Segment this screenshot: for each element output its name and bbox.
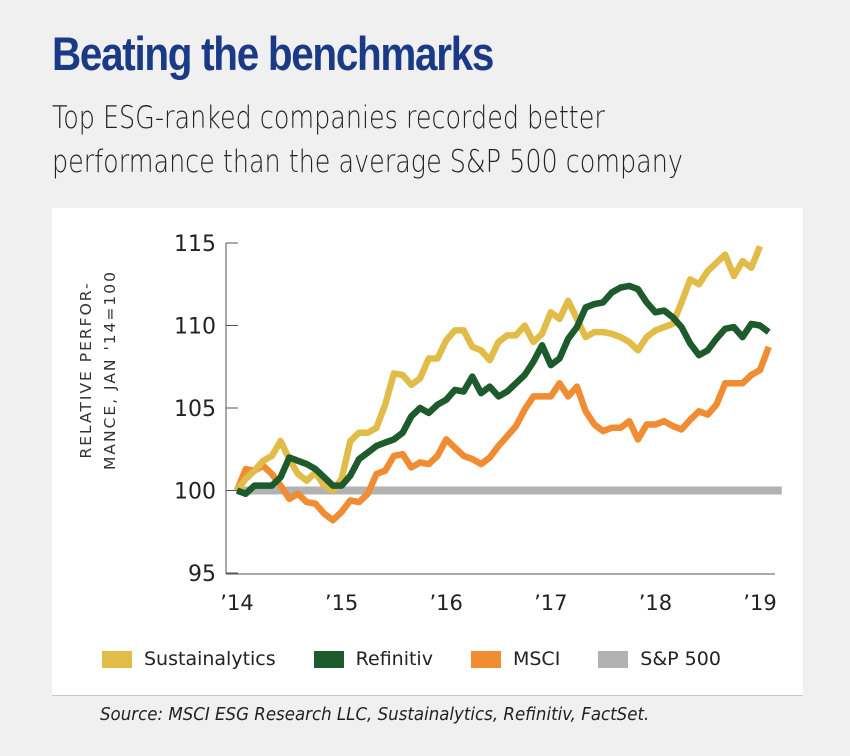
legend-label-sustainalytics: Sustainalytics xyxy=(144,648,276,670)
y-tick-label: 95 xyxy=(188,562,216,587)
series-line-sustainalytics xyxy=(234,245,764,494)
x-tick-label: ’19 xyxy=(743,591,776,615)
legend-swatch-sp500 xyxy=(598,650,629,668)
legend-swatch-msci xyxy=(470,650,501,668)
legend-label-sp500: S&P 500 xyxy=(640,648,721,670)
legend-swatch-refinitiv xyxy=(313,650,344,668)
chart-subtitle: Top ESG-ranked companies recorded better… xyxy=(52,96,790,184)
chart-panel xyxy=(52,208,803,696)
y-axis-title-line-2: MANCE, JAN '14=100 xyxy=(101,269,119,471)
subtitle-line-1: Top ESG-ranked companies recorded better xyxy=(52,100,605,136)
legend-label-refinitiv: Refinitiv xyxy=(355,648,433,670)
y-tick-label: 115 xyxy=(174,232,216,257)
y-tick-label: 105 xyxy=(174,397,216,422)
x-tick-label: ’17 xyxy=(534,591,567,615)
series-line-refinitiv xyxy=(235,282,771,498)
source-note: Source: MSCI ESG Research LLC, Sustainal… xyxy=(100,705,650,725)
y-axis-title: RELATIVE PERFOR- MANCE, JAN '14=100 xyxy=(74,240,122,500)
legend: Sustainalytics Refinitiv MSCI S&P 500 xyxy=(102,648,759,670)
x-tick-label: ’15 xyxy=(325,591,358,615)
series-layer xyxy=(233,245,772,524)
legend-item-sp500: S&P 500 xyxy=(598,648,721,670)
y-tick-label: 100 xyxy=(174,480,216,505)
x-tick-label: ’14 xyxy=(220,591,253,615)
legend-item-refinitiv: Refinitiv xyxy=(313,648,433,670)
x-axis: ’14 ’15 ’16 ’17 ’18 ’19 xyxy=(220,573,777,615)
legend-item-sustainalytics: Sustainalytics xyxy=(102,648,276,670)
y-axis-title-line-1: RELATIVE PERFOR- xyxy=(77,281,95,459)
subtitle-line-2: performance than the average S&P 500 com… xyxy=(52,144,683,180)
legend-swatch-sustainalytics xyxy=(102,650,132,668)
chart-title: Beating the benchmarks xyxy=(52,27,494,80)
series-line-msci xyxy=(233,345,772,524)
x-tick-label: ’16 xyxy=(429,591,462,615)
legend-label-msci: MSCI xyxy=(512,648,561,670)
legend-item-msci: MSCI xyxy=(470,648,561,670)
y-axis: 95 100 105 110 115 xyxy=(174,232,238,587)
x-tick-label: ’18 xyxy=(639,591,672,615)
y-tick-label: 110 xyxy=(174,315,216,340)
